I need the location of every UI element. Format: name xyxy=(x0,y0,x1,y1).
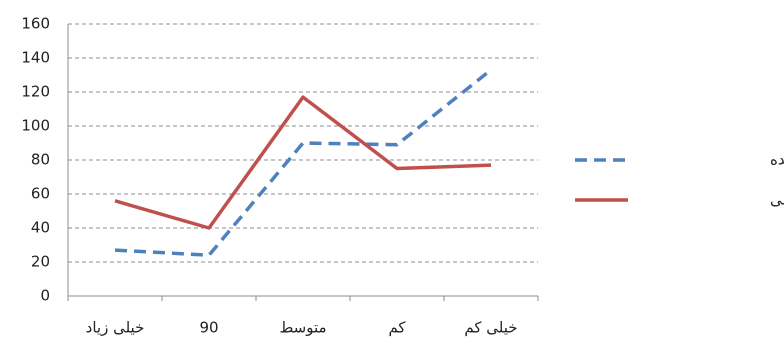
y-tick-label: 80 xyxy=(31,151,50,169)
x-tick-label: خیلی کم xyxy=(464,319,517,337)
y-tick-label: 140 xyxy=(21,49,50,67)
y-tick-label: 100 xyxy=(21,117,50,135)
legend-label: حل مشکلات فعلی xyxy=(770,191,784,209)
y-tick-label: 20 xyxy=(31,253,50,271)
x-tick-label: کم xyxy=(388,319,406,337)
chart: 0 20 40 60 80 100 120 140 160 خیلی زیاد 90 متوسط کم خ… xyxy=(0,0,784,345)
y-tick-label: 160 xyxy=(21,15,50,33)
legend-label: موفقیت در آینده xyxy=(770,151,784,169)
x-tick-label: خیلی زیاد xyxy=(86,319,145,337)
y-tick-label: 40 xyxy=(31,219,50,237)
y-tick-label: 60 xyxy=(31,185,50,203)
y-tick-label: 0 xyxy=(40,287,50,305)
x-tick-label: 90 xyxy=(199,319,218,337)
x-tick-label: متوسط xyxy=(279,319,326,337)
y-tick-label: 120 xyxy=(21,83,50,101)
